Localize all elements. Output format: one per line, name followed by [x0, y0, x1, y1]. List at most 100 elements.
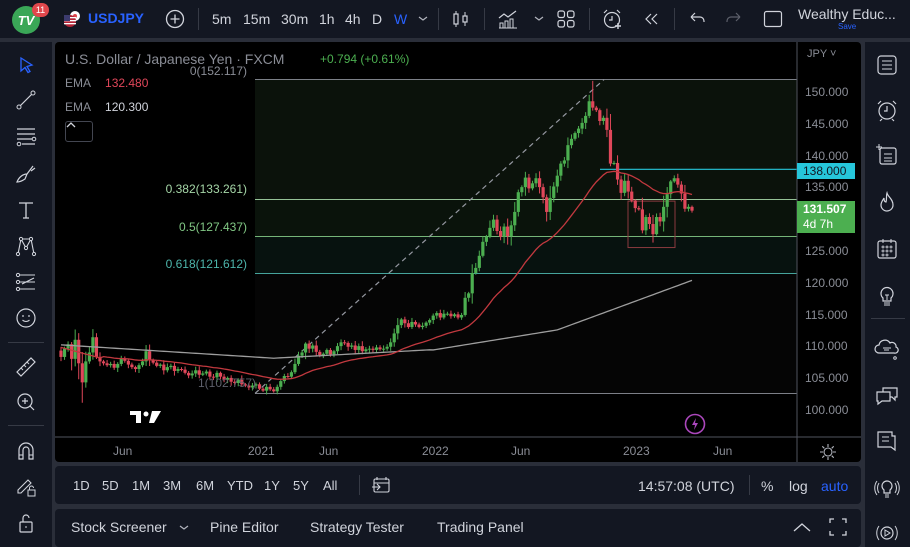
timeframe-1h[interactable]: 1h [319, 11, 335, 27]
time-tick: Jun [113, 444, 133, 458]
fib-retracement-icon[interactable] [14, 270, 38, 294]
range-1m[interactable]: 1M [132, 478, 151, 493]
replay-icon[interactable] [640, 8, 662, 30]
ema-slow-legend[interactable]: EMA 120.300 [65, 100, 148, 114]
chart-settings-gear-icon[interactable] [819, 443, 837, 461]
rectangle-drawing [627, 200, 676, 249]
timeframe-15m[interactable]: 15m [243, 11, 271, 27]
cursor-arrow-icon[interactable] [14, 54, 38, 78]
lock-drawings-icon[interactable] [14, 474, 38, 498]
layout-name[interactable]: Wealthy Educ... [798, 6, 896, 22]
watchlist-icon[interactable] [874, 52, 900, 78]
redo-icon[interactable] [723, 8, 745, 30]
divider [674, 8, 675, 30]
lightning-events-icon[interactable] [684, 413, 706, 435]
tab-label: Stock Screener [71, 519, 167, 535]
fib-trend-line [254, 79, 605, 394]
price-tick: 120.000 [805, 275, 849, 290]
price-tick: 145.000 [805, 116, 849, 131]
emoji-icon[interactable] [14, 306, 38, 330]
chevron-down-icon[interactable] [529, 9, 549, 29]
chats-icon[interactable] [874, 383, 900, 409]
maximize-panel-icon[interactable] [829, 518, 847, 536]
bar-countdown: 4d 7h [803, 217, 834, 231]
pattern-tool-icon[interactable] [14, 234, 38, 258]
ideas-lightbulb-icon[interactable] [874, 283, 900, 309]
tab-pine-editor[interactable]: Pine Editor [210, 519, 279, 535]
range-1y[interactable]: 1Y [264, 478, 280, 493]
price-tick: 150.000 [805, 85, 849, 99]
calendar-icon[interactable] [874, 236, 900, 262]
price-tick: 115.000 [805, 307, 848, 322]
tab-trading-panel[interactable]: Trading Panel [437, 519, 524, 535]
ema-fast-legend[interactable]: EMA 132.480 [65, 76, 148, 90]
timeframe-30m[interactable]: 30m [281, 11, 309, 27]
streams-play-icon[interactable] [874, 520, 900, 546]
undo-icon[interactable] [686, 8, 708, 30]
hotlists-fire-icon[interactable] [874, 190, 900, 216]
messages-icon[interactable] [874, 428, 900, 454]
unlock-icon[interactable] [14, 511, 38, 535]
currency-selector[interactable]: JPY ˅ [807, 48, 837, 60]
symbol-search-button[interactable]: USDJPY [88, 10, 145, 26]
range-1d[interactable]: 1D [73, 478, 90, 493]
divider [359, 475, 360, 495]
timeframe-5m[interactable]: 5m [212, 11, 232, 27]
horizontal-lines-icon[interactable] [14, 124, 38, 148]
tab-stock-screener[interactable]: Stock Screener [71, 519, 189, 535]
price-chart-canvas[interactable] [55, 42, 861, 462]
top-toolbar: TV 11 USDJPY 5m 15m 30m 1h 4h D W Wealthy Educ… [0, 0, 910, 38]
notification-badge: 11 [32, 3, 49, 17]
percent-scale-toggle[interactable]: % [761, 478, 774, 494]
chevron-down-icon[interactable] [413, 9, 433, 29]
range-6m[interactable]: 6M [196, 478, 215, 493]
broadcast-ideas-icon[interactable] [874, 475, 900, 501]
range-3m[interactable]: 3M [163, 478, 182, 493]
candles-chart-type-icon[interactable] [450, 8, 472, 30]
price-change: +0.794 (+0.61%) [320, 52, 410, 66]
save-button[interactable]: Save [838, 22, 857, 31]
magnet-icon[interactable] [14, 439, 38, 463]
symbol-description: U.S. Dollar / Japanese Yen · FXCM [65, 51, 285, 67]
chart-pane[interactable]: U.S. Dollar / Japanese Yen · FXCM +0.794… [55, 42, 861, 462]
currency-label: JPY [807, 48, 827, 60]
divider [589, 8, 590, 30]
timeframe-4h[interactable]: 4h [345, 11, 361, 27]
divider [749, 475, 750, 495]
indicators-icon[interactable] [497, 8, 519, 30]
layouts-grid-icon[interactable] [555, 8, 577, 30]
collapse-legend-button[interactable] [65, 121, 93, 142]
price-tick: 140.000 [805, 148, 849, 163]
chevron-up-icon [66, 122, 76, 128]
chat-thought-icon[interactable] [874, 336, 900, 362]
drawing-toolbar [0, 42, 52, 547]
trend-line-icon[interactable] [14, 88, 38, 112]
brush-icon[interactable] [14, 162, 38, 186]
timeframe-W[interactable]: W [394, 11, 408, 27]
price-tick: 135.000 [805, 180, 849, 195]
tab-strategy-tester[interactable]: Strategy Tester [310, 519, 404, 535]
chevron-up-icon[interactable] [792, 521, 812, 533]
alert-add-icon[interactable] [601, 8, 623, 30]
clock-timezone[interactable]: 14:57:08 (UTC) [638, 478, 735, 494]
range-ytd[interactable]: YTD [227, 478, 253, 493]
timeframe-D[interactable]: D [372, 11, 383, 27]
auto-scale-toggle[interactable]: auto [821, 478, 849, 494]
range-5d[interactable]: 5D [102, 478, 119, 493]
usd-jpy-flag-icon [64, 11, 80, 27]
add-note-list-icon[interactable] [874, 142, 900, 168]
log-scale-toggle[interactable]: log [789, 478, 808, 494]
price-tick: 105.000 [805, 371, 849, 386]
compare-add-icon[interactable] [164, 8, 186, 30]
alarm-clock-icon[interactable] [874, 97, 900, 123]
fib-level-label: 0(152.117) [189, 63, 247, 78]
range-all[interactable]: All [323, 478, 338, 493]
zoom-in-icon[interactable] [14, 390, 38, 414]
chevron-down-icon[interactable] [179, 524, 189, 532]
fullscreen-layout-icon[interactable] [762, 8, 784, 30]
ruler-measure-icon[interactable] [14, 355, 38, 379]
goto-date-icon[interactable] [371, 476, 391, 494]
text-tool-icon[interactable] [14, 198, 38, 222]
range-5y[interactable]: 5Y [293, 478, 309, 493]
ema-value: 120.300 [105, 100, 149, 114]
